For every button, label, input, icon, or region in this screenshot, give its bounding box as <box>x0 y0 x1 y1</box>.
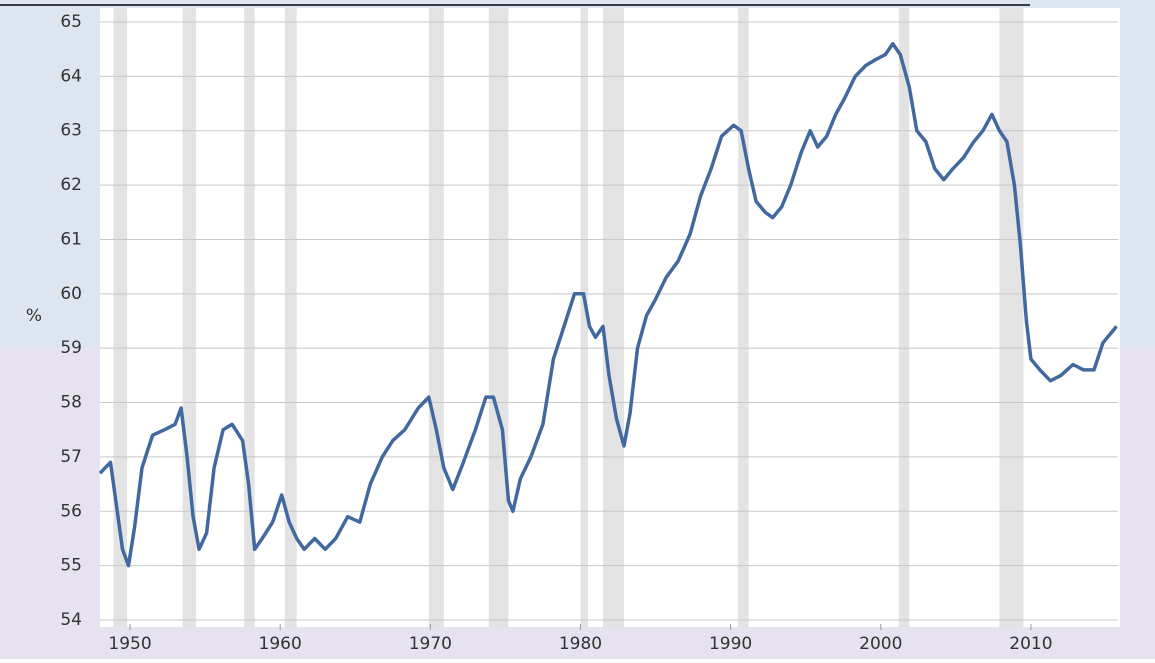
shaded-period <box>284 8 297 627</box>
y-tick-label: 61 <box>60 229 82 249</box>
shaded-period <box>602 8 625 627</box>
shaded-period <box>428 8 444 627</box>
y-tick-label: 62 <box>60 175 82 195</box>
x-tick-label: 1970 <box>409 634 452 654</box>
shaded-period <box>113 8 128 627</box>
shaded-period <box>738 8 749 627</box>
x-tick-label: 1960 <box>259 634 302 654</box>
y-tick-label: 55 <box>60 556 82 576</box>
shaded-period <box>898 8 910 627</box>
y-tick-label: 59 <box>60 338 82 358</box>
y-axis-label: % <box>26 306 42 326</box>
shaded-period <box>580 8 588 627</box>
y-tick-label: 65 <box>60 12 82 32</box>
y-tick-label: 54 <box>60 610 82 630</box>
x-tick-label: 2010 <box>1009 634 1052 654</box>
x-tick-label: 1950 <box>108 634 151 654</box>
shaded-period <box>999 8 1024 627</box>
y-tick-label: 64 <box>60 66 82 86</box>
x-tick-label: 1990 <box>709 634 752 654</box>
shaded-period <box>182 8 197 627</box>
x-tick-label: 1980 <box>559 634 602 654</box>
y-tick-label: 63 <box>60 121 82 141</box>
shaded-period <box>244 8 255 627</box>
y-tick-label: 56 <box>60 501 82 521</box>
y-tick-label: 58 <box>60 393 82 413</box>
y-tick-label: 57 <box>60 447 82 467</box>
x-tick-label: 2000 <box>859 634 902 654</box>
data-line <box>98 41 1118 568</box>
y-tick-label: 60 <box>60 284 82 304</box>
shaded-period <box>488 8 509 627</box>
